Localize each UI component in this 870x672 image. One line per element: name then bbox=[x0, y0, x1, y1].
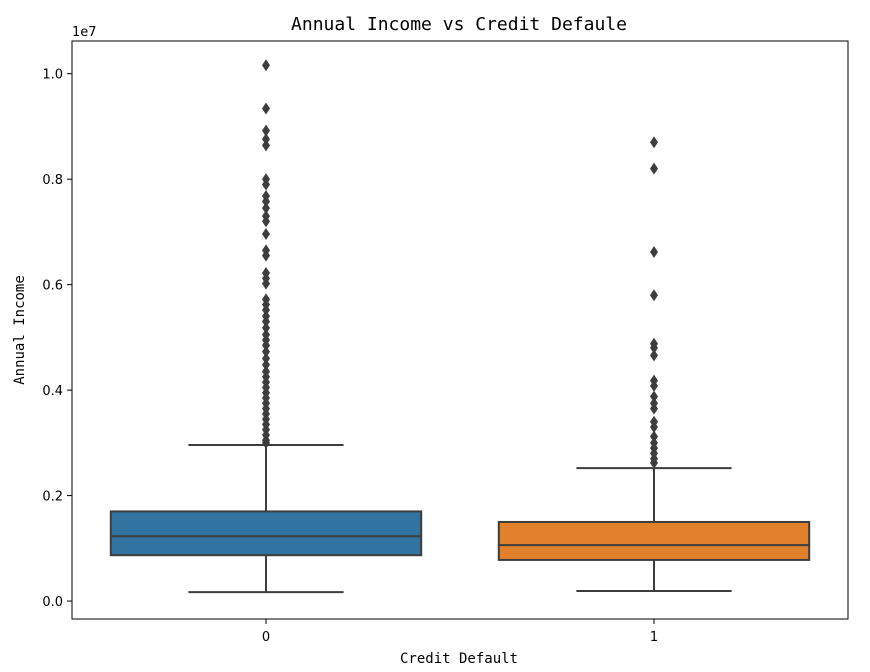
outlier-point bbox=[262, 133, 270, 146]
outlier-point bbox=[262, 202, 270, 215]
box-group-1 bbox=[497, 136, 811, 593]
y-tick-label: 0.6 bbox=[42, 279, 63, 294]
outlier-point bbox=[650, 421, 658, 434]
outlier-point bbox=[262, 303, 270, 316]
outlier-point bbox=[262, 315, 270, 328]
outlier-point bbox=[262, 102, 270, 115]
outlier-point bbox=[262, 195, 270, 208]
y-tick-label: 0.2 bbox=[42, 490, 63, 505]
outlier-point bbox=[262, 139, 270, 152]
outlier-point bbox=[262, 321, 270, 334]
y-tick-label: 0.8 bbox=[42, 173, 63, 188]
y-offset-label: 1e7 bbox=[72, 25, 97, 40]
outlier-point bbox=[262, 228, 270, 241]
outlier-point bbox=[650, 379, 658, 392]
outlier-point bbox=[650, 456, 658, 469]
outlier-point bbox=[262, 277, 270, 290]
iqr-box bbox=[497, 520, 811, 561]
x-axis-label: Credit Default bbox=[400, 651, 518, 667]
x-tick-label: 0 bbox=[262, 630, 270, 645]
outlier-point bbox=[650, 341, 658, 354]
outlier-point bbox=[262, 352, 270, 365]
x-tick-label: 1 bbox=[650, 630, 658, 645]
y-tick-label: 0.0 bbox=[42, 595, 63, 610]
outlier-point bbox=[262, 345, 270, 358]
outlier-point bbox=[650, 136, 658, 149]
iqr-box bbox=[109, 510, 423, 557]
y-axis-label: Annual Income bbox=[12, 275, 28, 385]
outlier-point bbox=[262, 358, 270, 371]
outlier-point bbox=[650, 162, 658, 175]
y-axis: 0.0 0.2 0.4 0.6 0.8 1.0 bbox=[42, 68, 72, 610]
outlier-point bbox=[262, 59, 270, 72]
plot-frame bbox=[71, 40, 849, 620]
outlier-point bbox=[650, 402, 658, 415]
y-tick-label: 0.4 bbox=[42, 384, 63, 399]
y-tick-label: 1.0 bbox=[42, 68, 63, 83]
outlier-point bbox=[650, 390, 658, 403]
outlier-point bbox=[650, 430, 658, 443]
outlier-point bbox=[262, 178, 270, 191]
outlier-point bbox=[262, 339, 270, 352]
outlier-point bbox=[262, 215, 270, 228]
outlier-point bbox=[262, 249, 270, 262]
outlier-point bbox=[262, 436, 270, 449]
outlier-point bbox=[650, 289, 658, 302]
box-group-0 bbox=[109, 59, 423, 594]
chart-title: Annual Income vs Credit Defaule bbox=[291, 14, 627, 35]
plot-marks bbox=[109, 59, 811, 594]
outlier-point bbox=[650, 349, 658, 362]
outlier-point bbox=[650, 245, 658, 258]
outlier-point bbox=[262, 124, 270, 137]
